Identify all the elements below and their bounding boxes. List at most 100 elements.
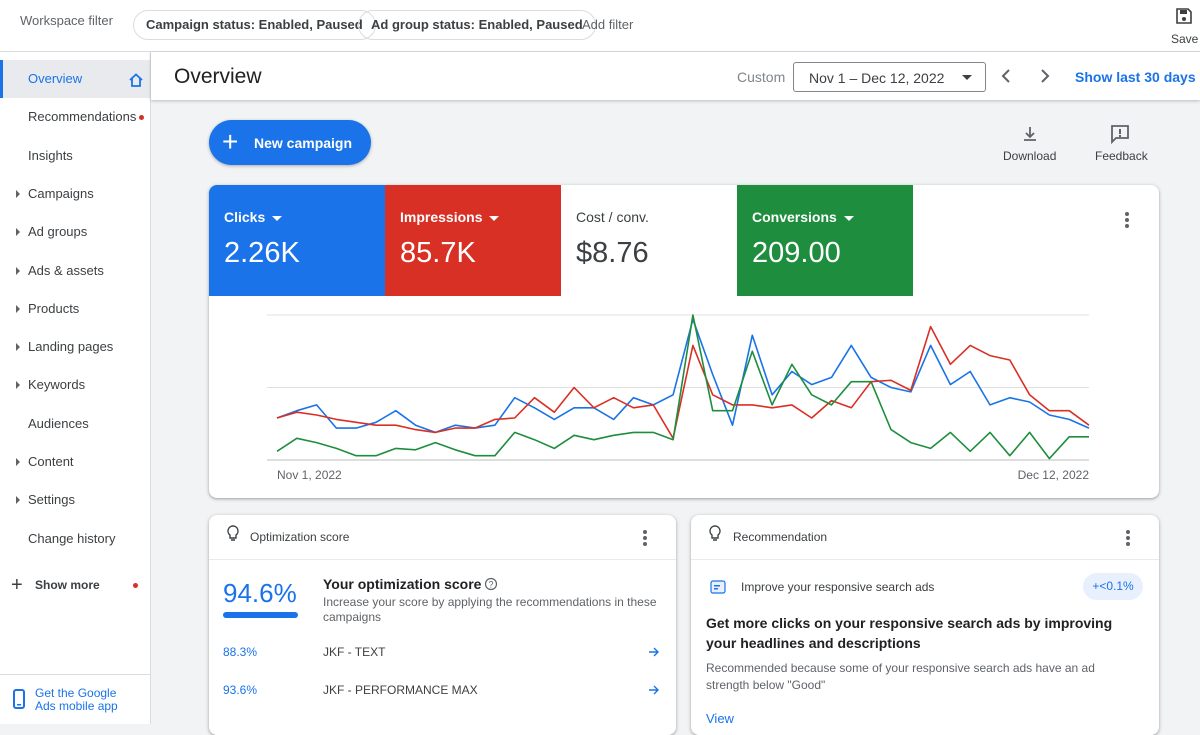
campaign-score[interactable]: 93.6%	[223, 683, 258, 697]
nav-label[interactable]: Audiences	[28, 415, 89, 431]
metric-label[interactable]: Conversions	[752, 209, 854, 225]
nav-label[interactable]: Overview	[28, 71, 83, 86]
header: Workspace filter Campaign status: Enable…	[0, 0, 1200, 52]
bulb-icon	[227, 525, 239, 541]
feedback-label[interactable]: Feedback	[1095, 149, 1148, 163]
download-icon[interactable]	[1021, 125, 1039, 143]
nav-item[interactable]: Products	[0, 290, 150, 328]
series-line	[276, 318, 1090, 434]
mobile-app-link[interactable]: Get the Google Ads mobile app	[35, 686, 118, 713]
metric-label[interactable]: Cost / conv.	[576, 209, 649, 225]
topbar: Overview Custom Nov 1 – Dec 12, 2022 Sho…	[151, 52, 1200, 100]
divider	[0, 674, 150, 675]
campaign-name[interactable]: JKF - PERFORMANCE MAX	[323, 683, 478, 697]
workspace-filter: Workspace filter	[20, 13, 113, 28]
nav-label[interactable]: Recommendations	[28, 109, 137, 125]
metric-card[interactable]: Impressions 85.7K	[385, 185, 561, 296]
nav-item[interactable]: Audiences	[0, 405, 150, 443]
nav-item[interactable]: Keywords	[0, 366, 150, 404]
nav-label[interactable]: Landing pages	[28, 339, 114, 355]
nav-caret	[16, 458, 20, 466]
optimization-score: 94.6%	[223, 578, 297, 608]
show-more[interactable]: Show more	[35, 578, 100, 592]
campaign-score[interactable]: 88.3%	[223, 645, 258, 659]
x-tick-label: Dec 12, 2022	[1018, 468, 1090, 482]
more-menu[interactable]	[1125, 212, 1129, 230]
metric-card[interactable]: Conversions 209.00	[737, 185, 913, 296]
nav-label[interactable]: Ads & assets	[28, 262, 104, 278]
recommendation-card: Recommendation Improve your responsive s…	[691, 515, 1159, 735]
home-icon	[129, 73, 143, 87]
nav-label[interactable]: Products	[28, 300, 80, 316]
nav-item[interactable]: Recommendations	[0, 98, 150, 136]
dropdown-arrow	[843, 215, 854, 221]
nav-item[interactable]: Content	[0, 443, 150, 481]
dropdown-arrow	[962, 75, 972, 80]
show-last-link[interactable]: Show last 30 days	[1075, 69, 1196, 85]
arrow-icon[interactable]	[648, 647, 660, 657]
metric-label[interactable]: Impressions	[400, 209, 500, 225]
phone-icon	[13, 689, 25, 709]
nav-item[interactable]: Settings	[0, 481, 150, 519]
notification-dot	[139, 115, 145, 121]
plus-icon: +	[11, 574, 23, 596]
nav-caret	[16, 189, 20, 198]
metric-card[interactable]: Clicks 2.26K	[209, 185, 385, 296]
arrow-path	[649, 685, 659, 695]
new-campaign-button[interactable]: + New campaign	[209, 120, 371, 165]
add-filter[interactable]: Add filter	[582, 17, 634, 32]
new-campaign-label[interactable]: New campaign	[254, 135, 353, 151]
date-range[interactable]: Nov 1 – Dec 12, 2022	[809, 70, 945, 86]
metric-value: 2.26K	[224, 237, 300, 269]
chart: Nov 1, 2022 Dec 12, 2022	[267, 314, 1090, 482]
arrow-icon[interactable]	[648, 685, 660, 695]
card-title: Optimization score	[250, 530, 350, 544]
next-button[interactable]	[1039, 68, 1051, 84]
impact-badge: +<0.1%	[1083, 573, 1143, 600]
nav-item[interactable]: Campaigns	[0, 175, 150, 213]
nav-item[interactable]: Insights	[0, 137, 150, 175]
nav-label[interactable]: Content	[28, 454, 74, 469]
nav-label[interactable]: Settings	[28, 492, 75, 508]
nav-caret	[16, 266, 20, 275]
filter-chip[interactable]: Ad group status: Enabled, Paused	[358, 10, 596, 40]
plus-icon: +	[222, 126, 239, 157]
recommendation-body: Recommended because some of your respons…	[706, 661, 1095, 692]
nav-item[interactable]: Landing pages	[0, 328, 150, 366]
save-label[interactable]: Save	[1171, 32, 1199, 46]
x-tick-label: Nov 1, 2022	[277, 468, 342, 482]
metric-value: 85.7K	[400, 237, 476, 269]
nav-item[interactable]: Ads & assets	[0, 252, 150, 290]
more-menu[interactable]	[643, 530, 647, 548]
feedback-icon[interactable]	[1110, 124, 1130, 144]
more-menu[interactable]	[1126, 530, 1130, 548]
nav-item[interactable]: Overview	[0, 60, 150, 98]
prev-button[interactable]	[1000, 68, 1012, 84]
metric-label[interactable]: Clicks	[224, 209, 283, 225]
dropdown-arrow	[272, 215, 283, 221]
ad-icon	[710, 580, 726, 594]
nav-label[interactable]: Keywords	[28, 377, 86, 393]
date-picker[interactable]: Nov 1 – Dec 12, 2022	[793, 62, 986, 92]
nav-label[interactable]: Ad groups	[28, 224, 88, 240]
nav-item[interactable]: Change history	[0, 520, 150, 558]
metric-card[interactable]: Cost / conv. $8.76	[561, 185, 737, 296]
nav-label[interactable]: Campaigns	[28, 185, 94, 201]
divider	[209, 559, 676, 560]
svg-text:?: ?	[488, 580, 493, 590]
nav-item[interactable]: Ad groups	[0, 213, 150, 251]
metric-value: $8.76	[576, 237, 649, 269]
score-bar	[223, 612, 298, 618]
series-line	[276, 314, 1089, 460]
nav-label[interactable]: Insights	[28, 147, 73, 163]
download-label[interactable]: Download	[1003, 149, 1057, 163]
campaign-name[interactable]: JKF - TEXT	[323, 645, 386, 659]
nav-caret	[16, 228, 20, 237]
help-icon[interactable]: ?	[484, 577, 498, 591]
recommendation-item: Improve your responsive search ads	[741, 580, 935, 594]
filter-chip[interactable]: Campaign status: Enabled, Paused	[133, 10, 376, 40]
nav-label[interactable]: Change history	[28, 530, 116, 546]
view-link[interactable]: View	[706, 711, 734, 726]
save-icon[interactable]	[1175, 7, 1193, 25]
optimization-card: Optimization score 94.6% Your optimizati…	[209, 515, 676, 735]
